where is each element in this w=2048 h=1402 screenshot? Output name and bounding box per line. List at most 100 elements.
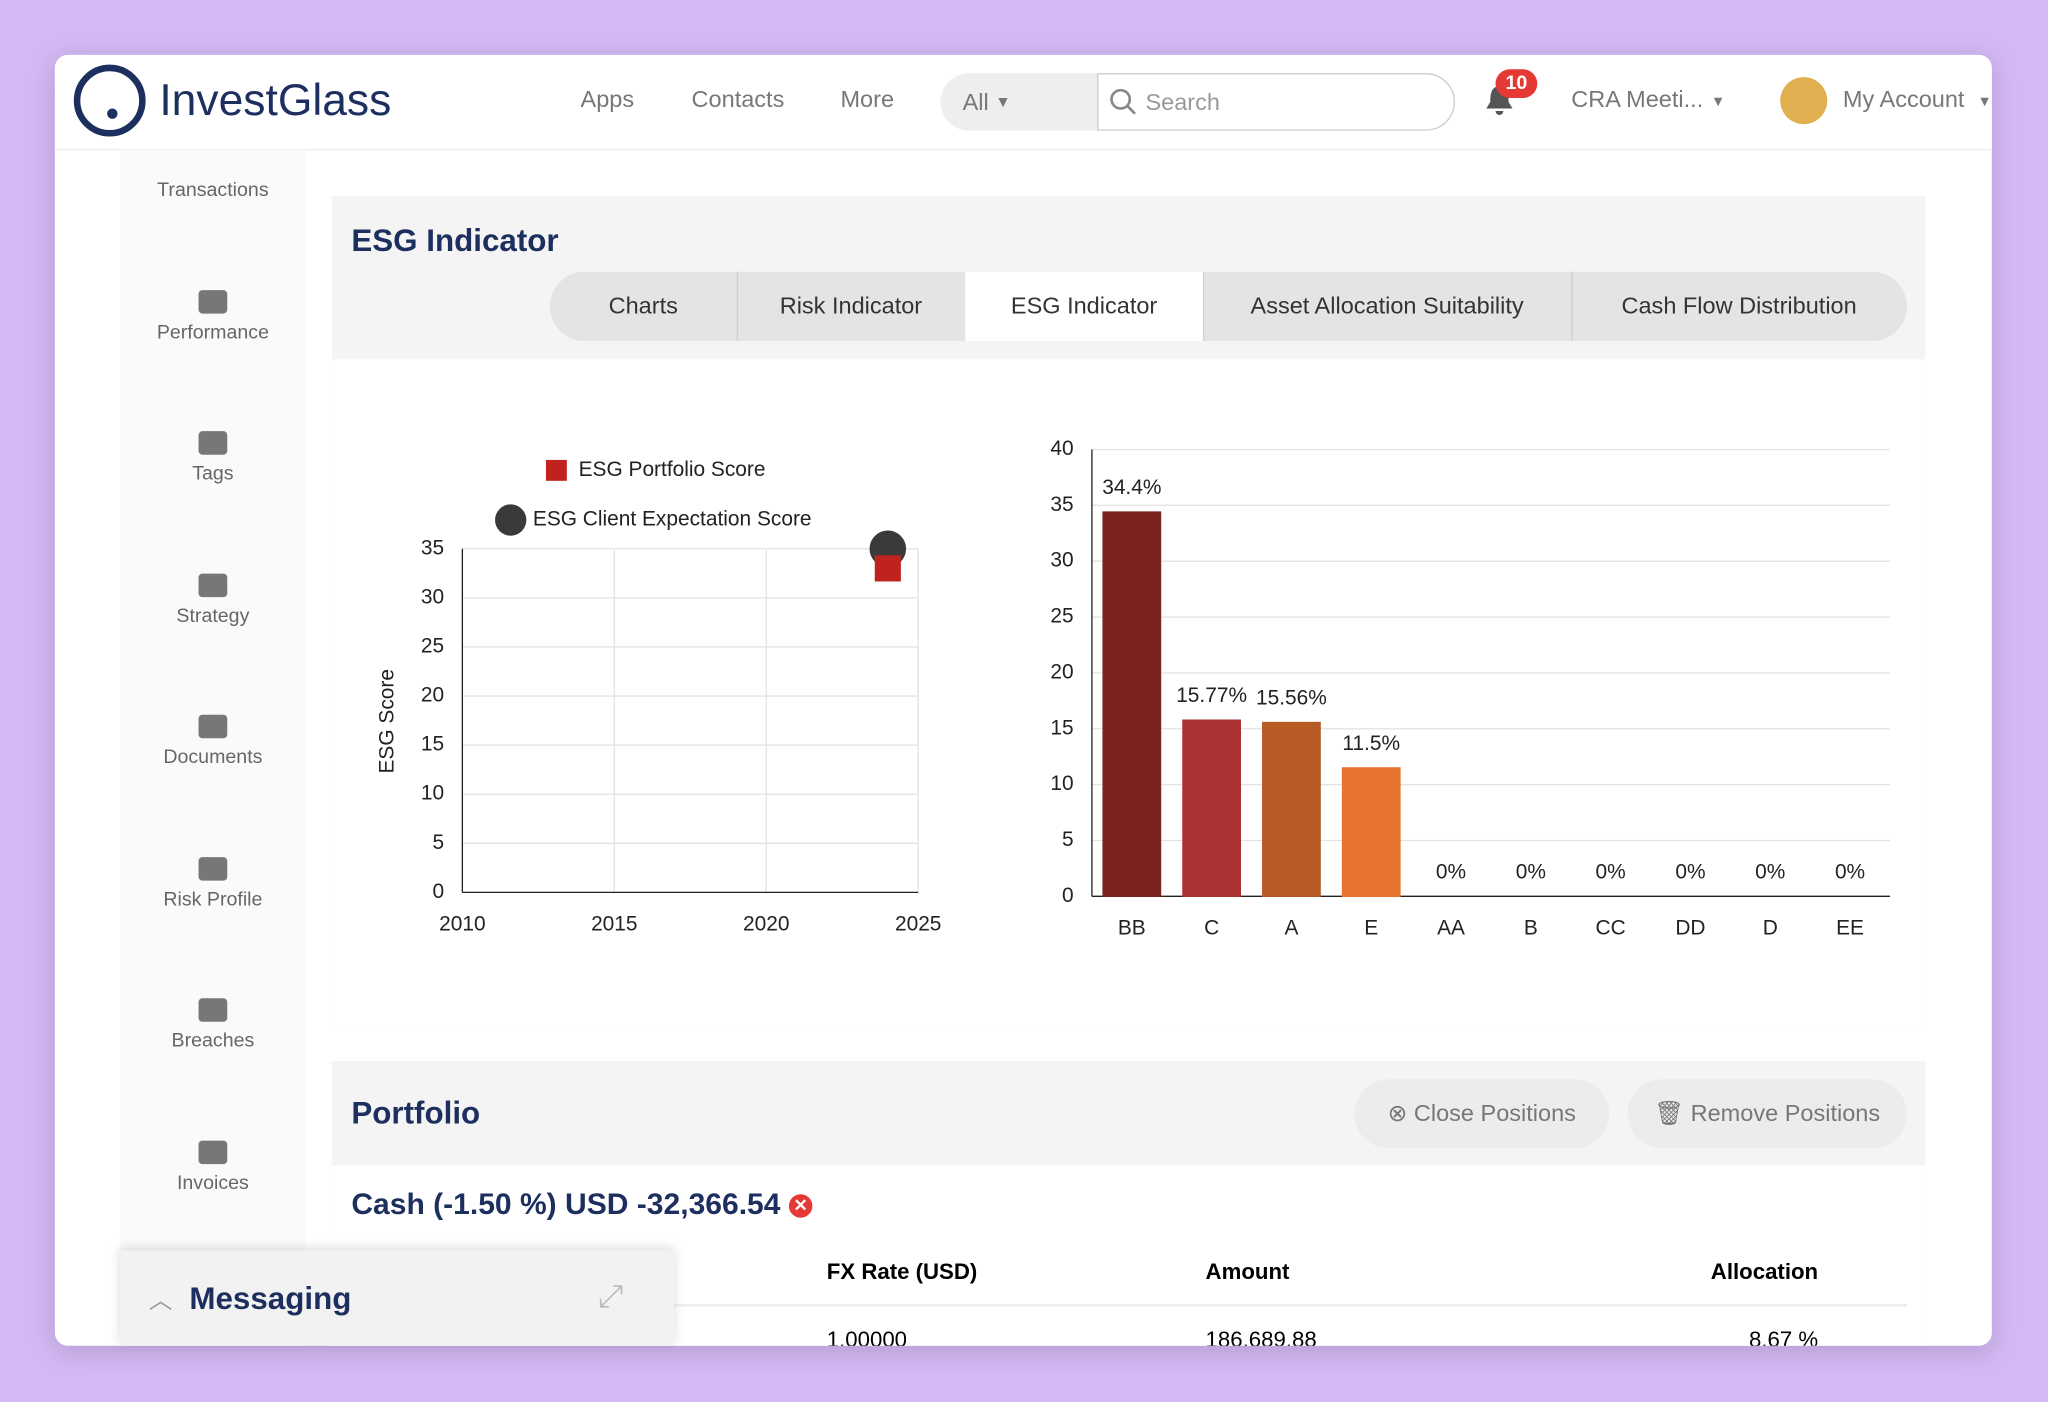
filter[interactable]: All ▼ (940, 73, 1098, 131)
meeting-selector[interactable]: CRA Meeti... (1571, 86, 1704, 113)
sidebar-item[interactable]: Transactions (157, 179, 269, 202)
cell: 186,689.88 (1205, 1327, 1317, 1346)
cash-line: Cash (-1.50 %) USD -32,366.54 ✕ (351, 1186, 813, 1221)
y-tick-label: 15 (421, 733, 444, 756)
nav-link[interactable]: Contacts (691, 86, 785, 113)
value-label: 0% (1596, 860, 1626, 883)
y-tick-label: 30 (1050, 549, 1073, 572)
value-label: 0% (1436, 860, 1466, 883)
legend-label: ESG Client Expectation Score (533, 508, 812, 531)
x-tick-label: 2020 (743, 913, 789, 936)
section-title: ESG Indicator (351, 223, 559, 259)
y-tick-label: 20 (421, 684, 444, 707)
x-tick-label: AA (1437, 917, 1465, 940)
value-label: 0% (1675, 860, 1705, 883)
sidebar-item[interactable]: Tags (192, 462, 234, 485)
sidebar-item[interactable]: Invoices (176, 1171, 249, 1194)
remove-positions-button[interactable]: 🗑 Remove Positions (1627, 1079, 1907, 1149)
x-tick-label: 2010 (439, 913, 485, 936)
value-label: 34.4% (1102, 476, 1161, 499)
sidebar-item[interactable]: Performance (156, 320, 269, 343)
y-tick-label: 15 (1050, 716, 1073, 739)
divider (331, 1303, 1907, 1307)
caret: ▼ (1711, 94, 1726, 110)
cash-text: Cash (-1.50 %) USD -32,366.54 (351, 1186, 781, 1221)
tab[interactable]: Charts (550, 271, 738, 342)
portfolio-panel: Portfolio ⊗ Close Positions 🗑 Remove Pos… (331, 1060, 1926, 1346)
sidebar-item[interactable]: Breaches (171, 1029, 255, 1052)
expand-icon[interactable]: ⤢ (598, 1279, 624, 1315)
collapse-icon[interactable]: ︿ (148, 1287, 173, 1314)
y-tick-label: 40 (1050, 437, 1073, 460)
x-tick-label: A (1284, 917, 1298, 940)
sidebar-item[interactable]: Documents (163, 746, 263, 769)
messaging-title: Messaging (189, 1281, 352, 1318)
sidebar-icon (198, 998, 228, 1022)
column-header: Amount (1205, 1259, 1290, 1285)
x-tick-label: BB (1118, 917, 1146, 940)
notification-badge: 10 (1495, 69, 1538, 98)
bar (1262, 721, 1321, 897)
y-tick-label: 5 (432, 831, 444, 854)
value-label: 15.77% (1176, 684, 1247, 707)
x-tick-label: 2015 (591, 913, 637, 936)
y-tick-label: 0 (1062, 884, 1074, 907)
y-tick-label: 35 (421, 536, 444, 559)
search-icon (1110, 88, 1136, 115)
y-tick-label: 25 (421, 634, 444, 657)
sidebar-icon (198, 714, 228, 739)
messaging-bar[interactable]: ︿ Messaging ⤢ (120, 1250, 674, 1346)
y-tick-label: 10 (421, 782, 444, 805)
x-tick-label: 2025 (895, 913, 941, 936)
sidebar-icon (198, 289, 228, 313)
sidebar-item[interactable]: Risk Profile (163, 887, 263, 911)
y-tick-label: 5 (1062, 828, 1074, 851)
column-header: FX Rate (USD) (826, 1259, 978, 1285)
close-positions-button[interactable]: ⊗ Close Positions (1354, 1079, 1610, 1149)
nav-link[interactable]: More (840, 86, 895, 113)
search-box[interactable]: Search (1097, 73, 1456, 131)
x-tick-label: EE (1836, 917, 1864, 940)
x-tick-label: C (1204, 917, 1219, 940)
y-tick-label: 0 (432, 880, 444, 903)
y-tick-label: 10 (1050, 772, 1073, 795)
x-tick-label: B (1524, 917, 1538, 940)
remove-icon[interactable]: ✕ (788, 1194, 813, 1218)
sidebar-icon (198, 431, 228, 455)
value-label: 0% (1755, 860, 1785, 883)
value-label: 0% (1835, 860, 1865, 883)
value-label: 0% (1516, 860, 1546, 883)
sidebar-icon (198, 1140, 228, 1164)
bar (1182, 719, 1242, 897)
value-label: 11.5% (1342, 732, 1400, 755)
y-tick-label: 25 (1050, 605, 1073, 628)
section-title: Portfolio (351, 1096, 481, 1132)
nav-link[interactable]: Apps (580, 86, 635, 113)
y-axis-label: ESG Score (375, 669, 398, 774)
legend-marker (495, 504, 527, 536)
bar (1341, 767, 1401, 897)
x-tick-label: E (1364, 917, 1378, 940)
sidebar-item[interactable]: Strategy (176, 604, 250, 627)
bar (1102, 511, 1162, 897)
tab-bar: Charts Risk Indicator ESG Indicator Asset A… (549, 271, 1907, 342)
tab[interactable]: Cash Flow Distribution (1621, 292, 1857, 319)
avatar[interactable] (1780, 77, 1828, 125)
caret: ▼ (1977, 94, 1992, 110)
x-tick-label: DD (1675, 917, 1705, 940)
button-label: Close Positions (1413, 1100, 1576, 1127)
sidebar: Transactions Performance Tags Strategy Docum… (120, 150, 306, 1346)
sidebar-icon (198, 572, 228, 597)
y-tick-label: 20 (1050, 660, 1073, 683)
column-header: Allocation (1710, 1259, 1819, 1285)
button-label: Remove Positions (1690, 1100, 1881, 1127)
header: InvestGlass Apps Contacts More All ▼ Sea… (54, 54, 1992, 151)
tab[interactable]: Asset Allocation Suitability (1203, 271, 1573, 342)
cell: 8.67 % (1748, 1327, 1819, 1346)
search-placeholder: Search (1145, 88, 1220, 115)
tab[interactable]: ESG Indicator (965, 271, 1205, 342)
account-menu[interactable]: My Account (1842, 86, 1965, 113)
